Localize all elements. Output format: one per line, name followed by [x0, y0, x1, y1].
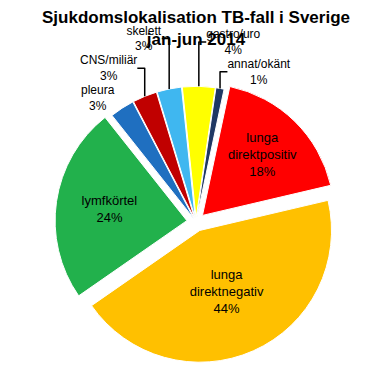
- svg-text:lungadirektpositiv18%: lungadirektpositiv18%: [228, 130, 297, 179]
- svg-text:lungadirektnegativ44%: lungadirektnegativ44%: [190, 267, 264, 316]
- svg-text:pleura3%: pleura3%: [81, 83, 115, 113]
- svg-text:Sjukdomslokalisation TB-fall i: Sjukdomslokalisation TB-fall i Sverigeja…: [42, 8, 350, 49]
- svg-text:skelett3%: skelett3%: [126, 24, 161, 54]
- svg-text:lymfkörtel24%: lymfkörtel24%: [82, 193, 138, 225]
- svg-text:gastro/uro4%: gastro/uro4%: [206, 27, 260, 57]
- svg-text:annat/okänt1%: annat/okänt1%: [227, 57, 290, 87]
- svg-text:CNS/miliär3%: CNS/miliär3%: [80, 53, 137, 83]
